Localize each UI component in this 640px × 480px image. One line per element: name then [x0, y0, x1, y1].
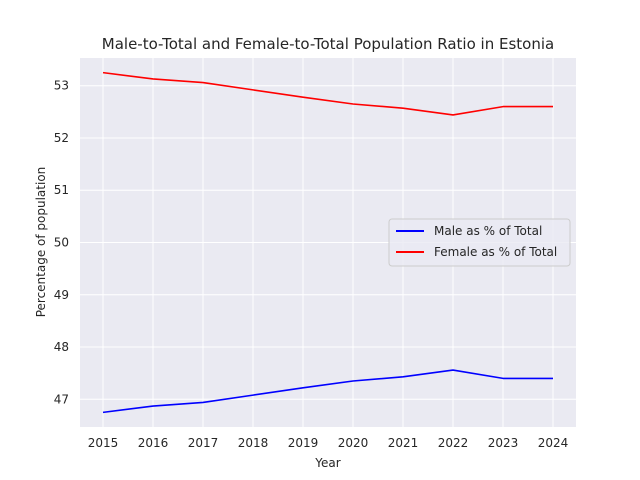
x-tick-label: 2023	[488, 436, 519, 450]
x-tick-label: 2018	[238, 436, 269, 450]
series-line-male	[102, 369, 553, 414]
y-ticks: 47 48 49 50 51 52 53	[54, 79, 69, 407]
chart-title: Male-to-Total and Female-to-Total Popula…	[102, 35, 554, 53]
legend-box	[388, 218, 571, 267]
x-tick-label: 2015	[88, 436, 119, 450]
legend: Male as % of Total Female as % of Total	[388, 218, 571, 267]
y-axis-label: Percentage of population	[34, 167, 48, 318]
x-tick-label: 2020	[338, 436, 369, 450]
legend-label-female: Female as % of Total	[434, 245, 557, 259]
y-tick-label: 50	[54, 236, 69, 250]
y-tick-label: 51	[54, 183, 69, 197]
y-tick-label: 53	[54, 79, 69, 93]
x-tick-label: 2019	[288, 436, 319, 450]
x-tick-label: 2016	[138, 436, 169, 450]
legend-label-male: Male as % of Total	[434, 224, 542, 238]
y-tick-label: 49	[54, 288, 69, 302]
x-tick-label: 2022	[438, 436, 469, 450]
x-tick-label: 2024	[538, 436, 569, 450]
x-ticks: 2015 2016 2017 2018 2019 2020 2021 2022 2023 2024	[88, 436, 569, 450]
x-tick-label: 2017	[188, 436, 219, 450]
y-tick-label: 52	[54, 131, 69, 145]
y-tick-label: 48	[54, 340, 69, 354]
series-layer	[102, 71, 553, 414]
x-axis-label: Year	[314, 456, 340, 470]
series-line-female	[102, 71, 553, 116]
x-tick-label: 2021	[388, 436, 419, 450]
y-tick-label: 47	[54, 392, 69, 406]
